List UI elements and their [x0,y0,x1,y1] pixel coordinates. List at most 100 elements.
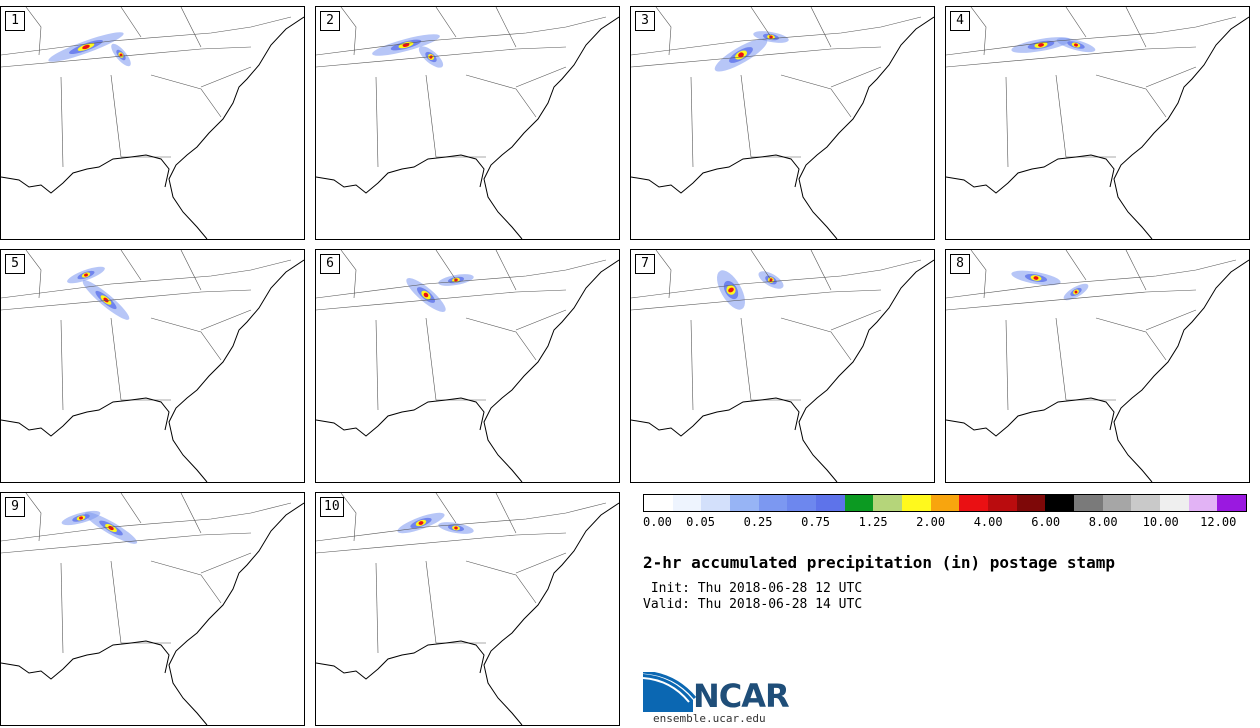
colorbar-cell [902,495,931,511]
colorbar-cell [701,495,731,511]
member-label: 7 [635,254,655,274]
state-border [25,250,42,299]
state-border [120,7,142,38]
map [316,250,619,482]
colorbar-cell [1217,495,1247,511]
state-border [120,493,142,524]
state-border [1145,66,1197,88]
coastline [483,259,619,482]
colorbar-cell [644,495,673,511]
state-border [690,76,694,168]
state-border [1065,7,1087,38]
colorbar-cell [1188,495,1218,511]
coastline [798,16,934,239]
plot-title: 2-hr accumulated precipitation (in) post… [643,553,1116,572]
member-panel: 1 [0,6,305,240]
coastline [631,154,800,194]
colorbar-cell [1131,495,1161,511]
precip-extreme [738,52,744,58]
colorbar-cell [1160,495,1189,511]
state-border [1145,309,1197,331]
valid-time: Valid: Thu 2018-06-28 14 UTC [643,597,863,612]
map [316,7,619,239]
state-border [780,74,852,118]
map [946,250,1249,482]
colorbar-cell [1074,495,1103,511]
map [946,7,1249,239]
precip-extreme [1038,43,1044,47]
state-border [60,319,64,411]
member-panel: 2 [315,6,620,240]
state-border [340,7,357,56]
member-panel: 6 [315,249,620,483]
state-border [465,560,537,604]
state-border [740,317,752,401]
state-border [810,250,832,291]
state-border [830,309,882,331]
member-panel: 4 [945,6,1250,240]
state-border [200,309,252,331]
coastline [316,397,485,437]
colorbar-tick-label: 0.25 [743,515,773,529]
member-label: 1 [5,11,25,31]
state-border [946,259,1237,299]
colorbar-tick-label: 1.25 [858,515,888,529]
map [1,7,304,239]
state-border [425,317,437,401]
state-border [110,560,122,644]
colorbar-cell [844,495,874,511]
state-border [425,560,437,644]
state-border [750,7,772,38]
state-border [655,7,672,56]
coastline [483,16,619,239]
map [631,250,934,482]
state-border [1,16,292,56]
state-border [970,250,987,299]
colorbar-cell [672,495,702,511]
member-label: 6 [320,254,340,274]
colorbar-cell [1045,495,1075,511]
map [1,250,304,482]
member-label: 4 [950,11,970,31]
state-border [1065,250,1087,281]
state-border [316,46,567,68]
member-panel: 3 [630,6,935,240]
coastline [316,154,485,194]
state-border [750,250,772,281]
state-border [1,532,252,554]
state-border [425,74,437,158]
member-label: 9 [5,497,25,517]
colorbar-cell [930,495,960,511]
state-border [150,317,222,361]
state-border [200,552,252,574]
state-border [1055,74,1067,158]
state-border [316,502,607,542]
state-border [1005,319,1009,411]
member-label: 3 [635,11,655,31]
state-border [316,259,607,299]
state-border [946,16,1237,56]
state-border [946,46,1197,68]
state-border [495,250,517,291]
coastline [1,154,170,194]
coastline [316,640,485,680]
coastline [1113,16,1249,239]
state-border [1055,317,1067,401]
member-panel: 8 [945,249,1250,483]
precip-extreme [1033,276,1039,280]
state-border [780,317,852,361]
state-border [1125,7,1147,48]
coastline [168,16,304,239]
state-border [1,502,292,542]
coastline [168,259,304,482]
state-border [60,562,64,654]
logo-wordmark: NCAR [693,677,790,715]
state-border [435,493,457,524]
state-border [631,259,922,299]
colorbar-cell [1102,495,1132,511]
coastline [1,397,170,437]
state-border [110,317,122,401]
colorbar-tick-label: 0.05 [686,515,715,529]
colorbar-tick-label: 8.00 [1088,515,1118,529]
state-border [180,7,202,48]
